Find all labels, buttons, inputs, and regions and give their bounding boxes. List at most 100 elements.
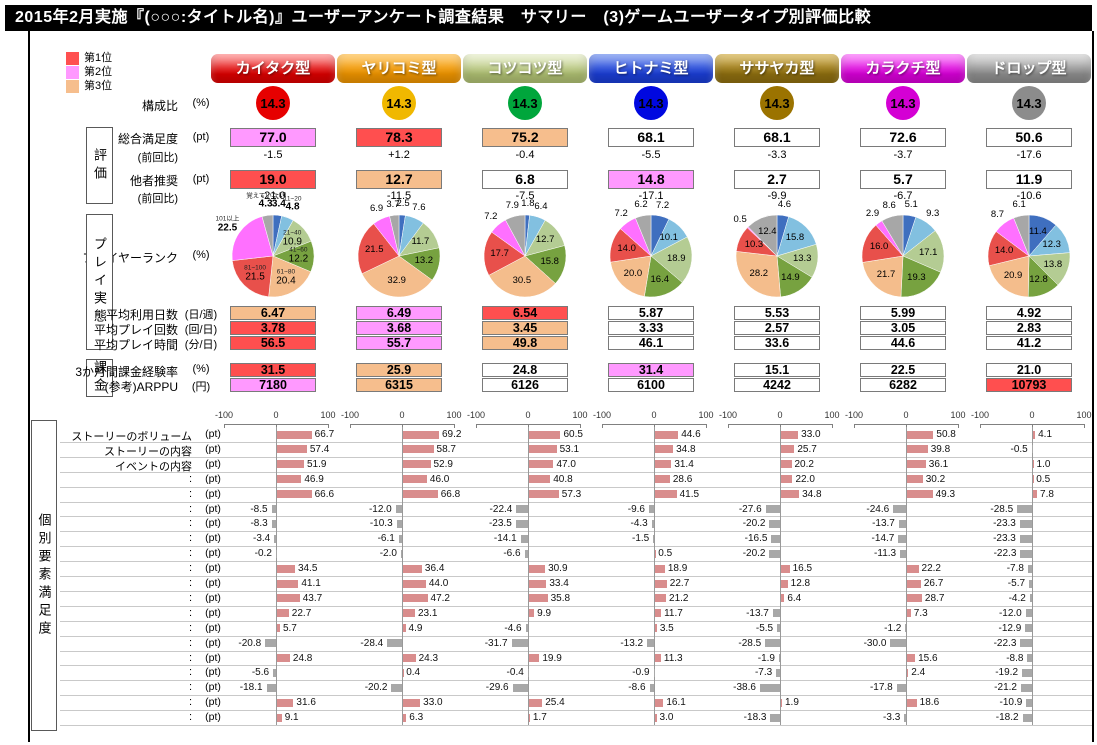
pie-slice (524, 214, 530, 257)
bar-value-label: -30.0 (863, 637, 887, 649)
bar (1017, 505, 1032, 513)
bar-value-label: 11.7 (664, 607, 683, 619)
metric-value-box: 78.3 (356, 128, 442, 147)
bar-value-label: -7.3 (754, 667, 773, 679)
axis-tick-label: 100 (320, 410, 336, 420)
bar (529, 594, 548, 603)
bar (271, 519, 276, 528)
bar (529, 564, 546, 573)
pie-slice-label: 0.5 (733, 213, 747, 225)
bar (900, 549, 906, 558)
bar (1022, 713, 1032, 722)
bar-value-label: -10.9 (999, 697, 1023, 709)
satisfaction-row-label: ストーリーの内容 (104, 445, 192, 458)
metric-value-box: 6315 (356, 378, 442, 392)
pie-slice (902, 230, 945, 273)
bar (273, 668, 276, 677)
pie-slice (231, 255, 274, 298)
bar-value-label: 16.1 (666, 697, 686, 709)
bar (403, 564, 422, 573)
axis-tick-label: 100 (950, 410, 966, 420)
bar-value-label: 16.5 (792, 563, 813, 575)
pie-slice-label: 14.0 (617, 242, 636, 254)
axis-tick-label: 0 (1029, 410, 1035, 420)
metric-label: 他者推奨 (129, 174, 178, 188)
pie-slice-label: 101以上 22.5 (216, 216, 240, 234)
pie-slice-label: 7.6 (412, 202, 426, 214)
pie-slice (261, 214, 274, 257)
bar-value-label: 1.7 (532, 712, 547, 724)
metric-sub-value: -9.9 (767, 190, 787, 202)
bar-value-label: 6.4 (787, 592, 802, 604)
metric-unit: (pt) (192, 130, 210, 143)
bar (511, 639, 528, 648)
metric-value-box: 3.45 (482, 321, 568, 335)
rank-legend-label: 第1位 (84, 52, 113, 64)
bar-value-label: 43.7 (302, 592, 323, 604)
metric-value-box: 6126 (482, 378, 568, 392)
pie-svg (483, 214, 567, 298)
pie-slice (650, 218, 688, 257)
bar-value-label: -28.4 (360, 637, 384, 649)
bar (655, 654, 661, 662)
bar-value-label: -16.5 (744, 533, 768, 545)
pie-slice (272, 219, 312, 257)
pie-slice (862, 255, 904, 298)
pie-slice (776, 214, 790, 257)
pie-slice (610, 255, 652, 297)
axis-tick (580, 424, 581, 428)
bar-value-label: 41.5 (679, 488, 700, 500)
grid-line (60, 605, 1092, 607)
bar (907, 579, 921, 588)
pie-slice (635, 214, 652, 257)
metric-value-box: 3.78 (230, 321, 316, 335)
section-box-0: 評価 (86, 127, 113, 204)
bar (781, 594, 785, 603)
grid-line (60, 516, 1092, 518)
bar (403, 609, 415, 618)
axis-tick-label: 100 (1076, 410, 1092, 420)
bar-value-label: -13.2 (620, 637, 644, 649)
pie-value-label: 22.5 (217, 222, 238, 234)
bar-value-label: 1.0 (1036, 458, 1051, 470)
metric-value-box: 6.47 (230, 306, 316, 320)
bar (655, 713, 657, 722)
satisfaction-row-label: : (188, 621, 192, 634)
bar (1029, 594, 1032, 603)
pie-slice-label: 61~80 20.4 (276, 268, 295, 286)
pie-slice-label: 21~40 10.9 (282, 230, 301, 248)
bar-value-label: -6.1 (377, 533, 395, 545)
composition-unit: (%) (192, 97, 210, 109)
pie-slice (650, 236, 693, 283)
metric-label: 平均利用日数 (105, 307, 178, 322)
bar-value-label: 0.5 (658, 548, 673, 560)
bar-value-label: -18.2 (995, 712, 1019, 724)
metric-unit: (分/日) (184, 339, 218, 351)
pie-slice-label: 12.3 (1042, 238, 1061, 250)
bar (277, 594, 300, 603)
pie-slice (389, 214, 400, 257)
metric-value-box: 2.7 (734, 170, 820, 189)
pie-category-label: 41~60 (289, 246, 308, 254)
bar-value-label: -5.7 (1007, 578, 1026, 589)
bar-value-label: 50.8 (936, 429, 956, 440)
page-title: 2015年2月実施『(○○○:タイトル名)』ユーザーアンケート調査結果 サマリー… (5, 5, 1092, 31)
bar-value-label: 25.4 (545, 697, 565, 709)
satisfaction-row-unit: (pt) (205, 502, 221, 515)
rank-legend-swatch (66, 80, 79, 93)
metric-value-box: 6100 (608, 378, 694, 392)
bar-value-label: -20.2 (364, 682, 388, 694)
bar (403, 698, 421, 707)
pie-chart: 5.1 9.3 17.1 19.3 21.7 16.0 2.9 8.6 (834, 200, 972, 308)
bar-value-label: 7.3 (913, 607, 928, 619)
bar-value-label: 60.5 (563, 429, 583, 440)
bar-value-label: 41.1 (301, 578, 321, 589)
satisfaction-row-unit: (pt) (205, 636, 221, 649)
bar (655, 445, 674, 454)
bar-value-label: 49.3 (935, 488, 956, 500)
bar-value-label: 4.9 (408, 622, 423, 634)
satisfaction-row-label: : (188, 532, 192, 545)
frame-left-border (28, 31, 30, 742)
bar (777, 624, 780, 633)
